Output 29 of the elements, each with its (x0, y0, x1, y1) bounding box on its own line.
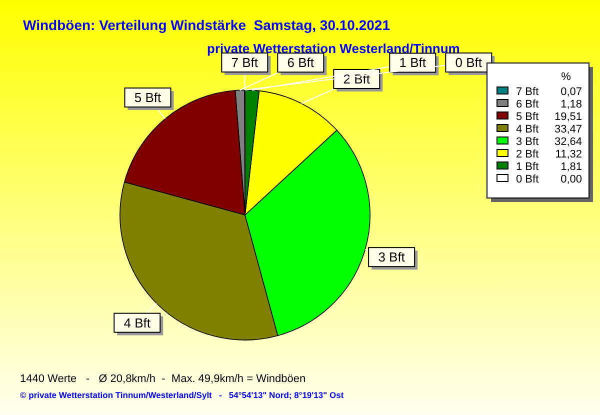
legend-label: 4 Bft (516, 124, 539, 136)
data-label: 33,47 (554, 124, 582, 136)
data-label: 0,07 (560, 86, 582, 98)
data-label: 11,32 (555, 148, 582, 160)
legend-label: 0 Bft (455, 55, 482, 70)
category-label: 0 Bft (516, 174, 539, 186)
text: © private Wetterstation Tinnum/Westerland/Sylt - 54°54'13" Nord; 8°19'13" Ost (20, 390, 344, 400)
text: 1440 Werte - Ø 20,8km/h - Max. 49,9km/h = Windböen (20, 373, 306, 385)
slice-label: 4 Bft (124, 315, 151, 330)
legend-label: 1 Bft (516, 161, 539, 173)
slice-label: 6 Bft (287, 55, 314, 70)
slice-label: 2 Bft (343, 71, 370, 86)
data-label: 32,64 (554, 136, 582, 148)
slice-label: 7 Bft (231, 55, 258, 70)
chart-subtitle: private Wetterstation Westerland/Tinnum (207, 41, 460, 56)
data-label: 1,81 (560, 161, 582, 173)
legend-label: 6 Bft (516, 98, 539, 110)
slice-label: 5 Bft (134, 90, 162, 106)
data-label: 19,51 (554, 111, 582, 123)
legend-label: 7 Bft (516, 86, 539, 98)
slice-label: 3 Bft (378, 250, 406, 265)
data-label: 1,18 (560, 98, 582, 110)
slice-label: 1 Bft (399, 55, 426, 70)
legend-label: 2 Bft (516, 148, 539, 160)
legend-title: % (561, 71, 572, 83)
text: 0,00 (560, 174, 582, 186)
legend-label: 5 Bft (516, 111, 539, 123)
chart-title: Windböen: Verteilung Windstärke Samstag, 30.10.2021 (23, 17, 390, 33)
legend-label: 3 Bft (516, 136, 539, 148)
